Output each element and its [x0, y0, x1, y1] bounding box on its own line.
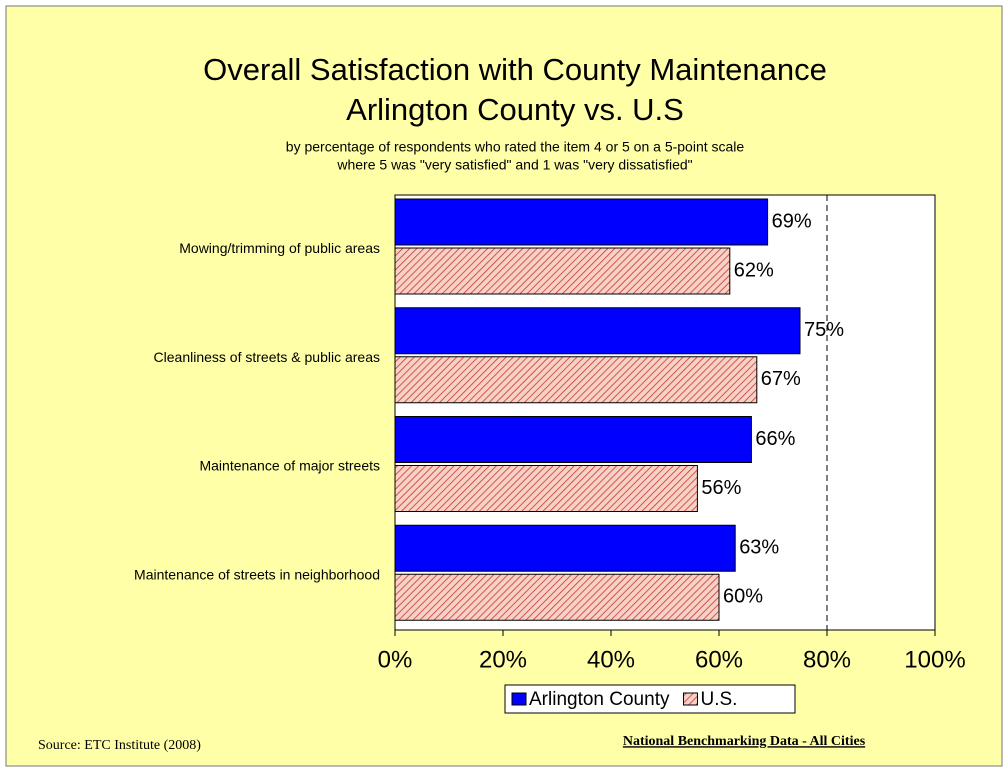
data-label: 60%	[723, 586, 763, 608]
bar	[394, 247, 731, 295]
legend-swatch	[511, 692, 527, 706]
legend	[504, 684, 796, 714]
data-label: 63%	[739, 537, 779, 559]
x-tick-label: 100%	[904, 646, 965, 673]
category-label: Maintenance of streets in neighborhood	[134, 566, 380, 582]
category-label: Cleanliness of streets & public areas	[154, 349, 380, 365]
x-tick-label: 60%	[695, 646, 743, 673]
chart-title: Arlington County vs. U.S	[346, 92, 684, 127]
x-tick-label: 80%	[803, 646, 851, 673]
chart-subtitle: by percentage of respondents who rated t…	[286, 139, 745, 155]
x-tick-label: 40%	[587, 646, 635, 673]
x-tick-label: 0%	[378, 646, 413, 673]
data-label: 67%	[761, 368, 801, 390]
bar	[394, 524, 736, 572]
bar	[394, 356, 758, 404]
note: National Benchmarking Data - All Cities	[623, 734, 866, 749]
legend-label: Arlington County	[529, 689, 670, 710]
bar	[394, 307, 801, 355]
data-label: 56%	[701, 477, 741, 499]
category-label: Maintenance of major streets	[199, 458, 380, 474]
legend-swatch	[682, 692, 698, 706]
category-label: Mowing/trimming of public areas	[179, 240, 380, 256]
plot-border	[394, 194, 936, 631]
data-label: 69%	[772, 210, 812, 232]
chart-title: Overall Satisfaction with County Mainten…	[203, 52, 827, 87]
bar	[394, 573, 720, 621]
data-label: 62%	[734, 259, 774, 281]
x-tick-label: 20%	[479, 646, 527, 673]
bar	[394, 465, 698, 512]
source: Source: ETC Institute (2008)	[38, 738, 201, 753]
bar	[394, 416, 752, 463]
bar	[394, 198, 769, 246]
data-label: 66%	[755, 428, 795, 450]
legend-label: U.S.	[700, 689, 737, 710]
data-label: 75%	[804, 319, 844, 341]
chart-subtitle: where 5 was "very satisfied" and 1 was "…	[336, 157, 692, 173]
